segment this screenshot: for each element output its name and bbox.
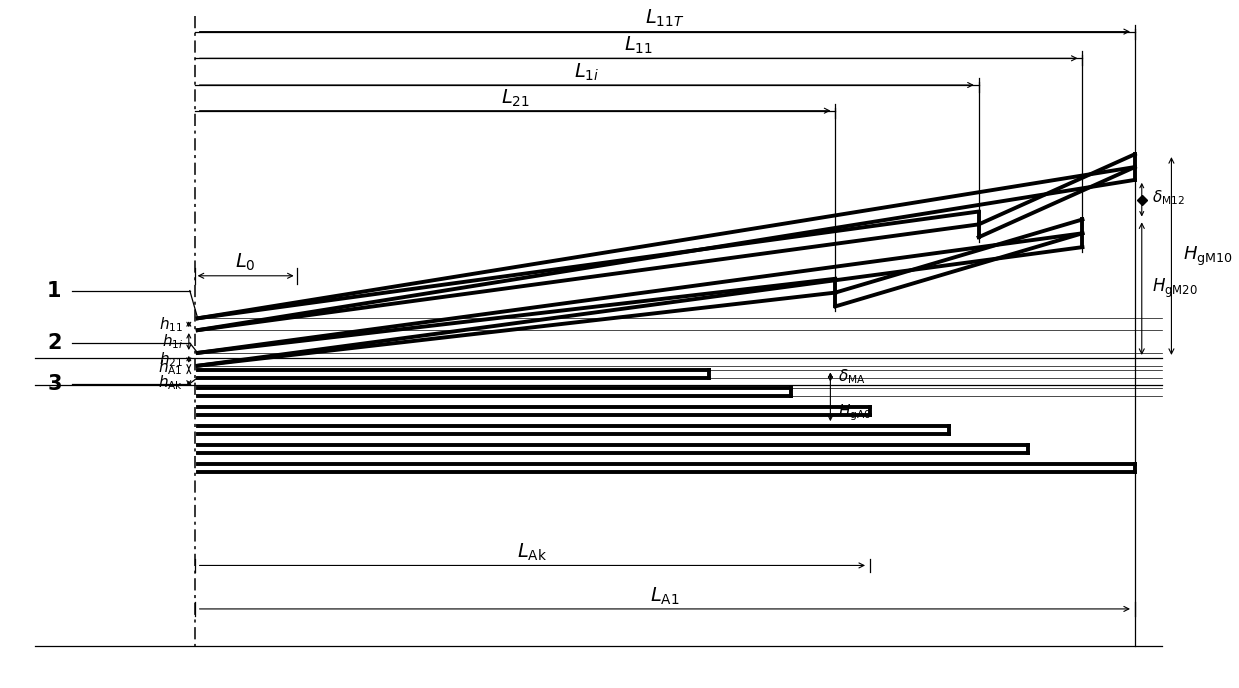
Text: $\delta_{\rm MA}$: $\delta_{\rm MA}$ xyxy=(839,368,866,387)
Text: $\delta_{\rm M12}$: $\delta_{\rm M12}$ xyxy=(1152,189,1184,207)
Text: $h_{11}$: $h_{11}$ xyxy=(159,315,183,334)
Text: $L_{1i}$: $L_{1i}$ xyxy=(574,61,600,83)
Text: 3: 3 xyxy=(47,374,62,394)
Text: $H_{\rm gA0}$: $H_{\rm gA0}$ xyxy=(839,403,872,424)
Text: $h_{\rm A1}$: $h_{\rm A1}$ xyxy=(159,358,183,377)
Text: $h_{21}$: $h_{21}$ xyxy=(159,350,183,369)
Text: $h_{\rm Ak}$: $h_{\rm Ak}$ xyxy=(157,374,183,392)
Text: 1: 1 xyxy=(47,281,62,301)
Text: $h_{1i}$: $h_{1i}$ xyxy=(161,332,183,351)
Text: $L_0$: $L_0$ xyxy=(235,251,256,272)
Text: $L_{21}$: $L_{21}$ xyxy=(501,87,529,109)
Text: $L_{\rm A1}$: $L_{\rm A1}$ xyxy=(650,585,679,607)
Text: $L_{\rm Ak}$: $L_{\rm Ak}$ xyxy=(517,542,548,563)
Text: $H_{\rm gM10}$: $H_{\rm gM10}$ xyxy=(1183,244,1233,268)
Text: 2: 2 xyxy=(47,333,62,353)
Text: $H_{\rm gM20}$: $H_{\rm gM20}$ xyxy=(1152,277,1198,300)
Text: $L_{11T}$: $L_{11T}$ xyxy=(646,8,684,30)
Text: $L_{11}$: $L_{11}$ xyxy=(624,35,653,56)
